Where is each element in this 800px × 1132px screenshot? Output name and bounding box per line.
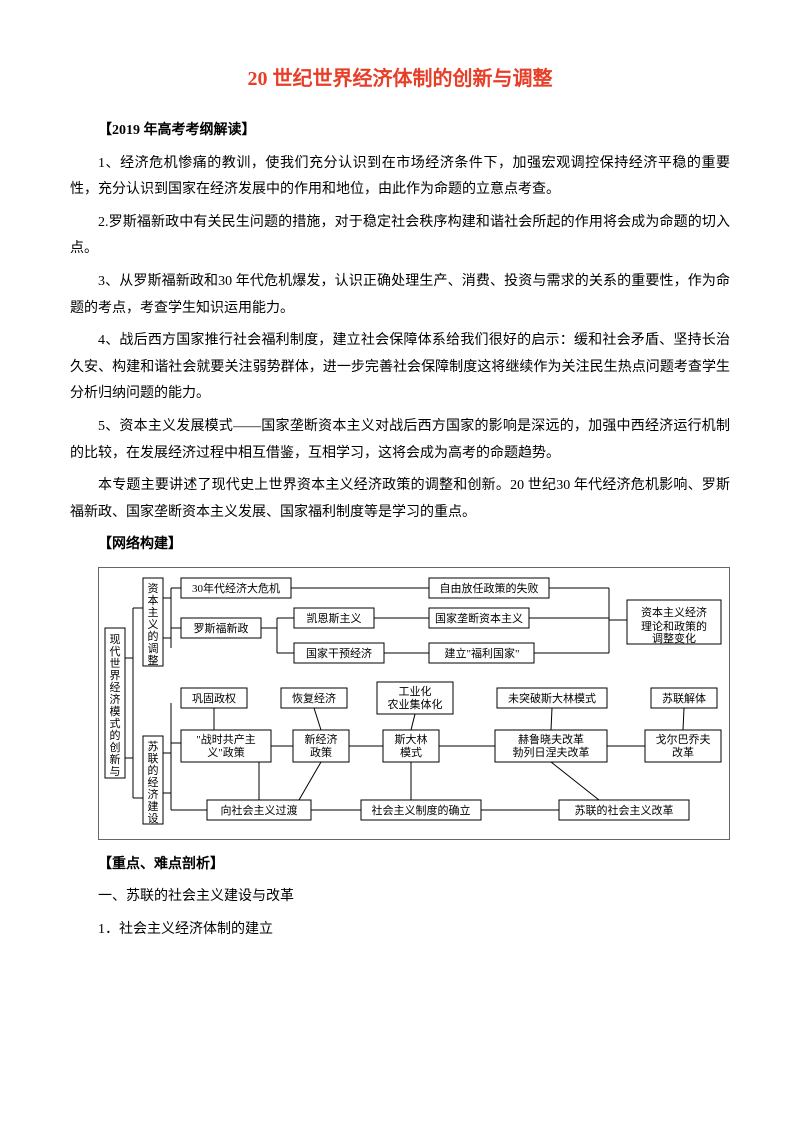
b2: 恢复经济 bbox=[292, 691, 336, 705]
para-7: 一、苏联的社会主义建设与改革 bbox=[70, 884, 730, 911]
section-heading-1: 【2019 年高考考纲解读】 bbox=[70, 118, 730, 145]
para-5: 5、资本主义发展模式——国家垄断资本主义对战后西方国家的影响是深远的，加强中西经… bbox=[70, 414, 730, 467]
b1: 巩固政权 bbox=[192, 691, 236, 705]
b4: 未突破斯大林模式 bbox=[508, 691, 596, 705]
d2: 社会主义制度的确立 bbox=[372, 803, 471, 817]
a5: 国家垄断资本主义 bbox=[435, 611, 523, 625]
para-1: 1、经济危机惨痛的教训，使我们充分认识到在市场经济条件下，加强宏观调控保持经济平… bbox=[70, 151, 730, 204]
svg-text:理论和政策的: 理论和政策的 bbox=[641, 619, 707, 633]
v1-c1: 现 bbox=[110, 633, 121, 646]
a8: 建立"福利国家" bbox=[445, 646, 520, 660]
a7: 国家干预经济 bbox=[306, 646, 372, 660]
svg-text:工业化: 工业化 bbox=[399, 684, 432, 698]
svg-text:义"政策: 义"政策 bbox=[207, 745, 245, 759]
d3: 苏联的社会主义改革 bbox=[575, 803, 674, 817]
a4: 凯恩斯主义 bbox=[307, 612, 362, 625]
svg-text:农业集体化: 农业集体化 bbox=[388, 697, 443, 711]
svg-text:调整变化: 调整变化 bbox=[652, 631, 696, 645]
svg-text:"战时共产主: "战时共产主 bbox=[196, 732, 256, 746]
svg-text:资本主义的调整: 资本主义的调整 bbox=[148, 582, 159, 667]
svg-text:现代世界经济模式的创新与: 现代世界经济模式的创新与 bbox=[110, 633, 121, 778]
section-heading-3: 【重点、难点剖析】 bbox=[70, 852, 730, 879]
section-heading-2: 【网络构建】 bbox=[70, 532, 730, 559]
para-4: 4、战后西方国家推行社会福利制度，建立社会保障体系给我们很好的启示：缓和社会矛盾… bbox=[70, 328, 730, 408]
svg-text:戈尔巴乔夫: 戈尔巴乔夫 bbox=[656, 733, 711, 746]
svg-text:勃列日涅夫改革: 勃列日涅夫改革 bbox=[513, 745, 590, 759]
b5: 苏联解体 bbox=[662, 691, 706, 705]
network-diagram: 现代世界经济模式的创新与 资本主义的调整 苏联的经济建设 30年代经济大危机 自… bbox=[98, 567, 730, 840]
para-3: 3、从罗斯福新政和30 年代危机爆发，认识正确处理生产、消费、投资与需求的关系的… bbox=[70, 269, 730, 322]
svg-text:政策: 政策 bbox=[310, 745, 332, 759]
svg-text:苏联的经济建设: 苏联的经济建设 bbox=[148, 740, 159, 825]
para-8: 1．社会主义经济体制的建立 bbox=[70, 917, 730, 944]
svg-text:新经济: 新经济 bbox=[305, 732, 338, 746]
para-2: 2.罗斯福新政中有关民生问题的措施，对于稳定社会秩序构建和谐社会所起的作用将会成… bbox=[70, 210, 730, 263]
a3: 罗斯福新政 bbox=[194, 621, 249, 635]
a2: 自由放任政策的失败 bbox=[440, 581, 539, 595]
svg-text:资本主义经济: 资本主义经济 bbox=[641, 605, 707, 619]
svg-text:改革: 改革 bbox=[672, 745, 694, 759]
doc-title: 20 世纪世界经济体制的创新与调整 bbox=[70, 60, 730, 98]
para-6: 本专题主要讲述了现代史上世界资本主义经济政策的调整和创新。20 世纪30 年代经… bbox=[70, 473, 730, 526]
svg-text:赫鲁晓夫改革: 赫鲁晓夫改革 bbox=[518, 732, 584, 746]
svg-text:斯大林: 斯大林 bbox=[395, 732, 428, 746]
page: 20 世纪世界经济体制的创新与调整 【2019 年高考考纲解读】 1、经济危机惨… bbox=[0, 0, 800, 1132]
d1: 向社会主义过渡 bbox=[221, 803, 298, 817]
a1: 30年代经济大危机 bbox=[192, 581, 280, 595]
svg-text:模式: 模式 bbox=[400, 746, 422, 759]
